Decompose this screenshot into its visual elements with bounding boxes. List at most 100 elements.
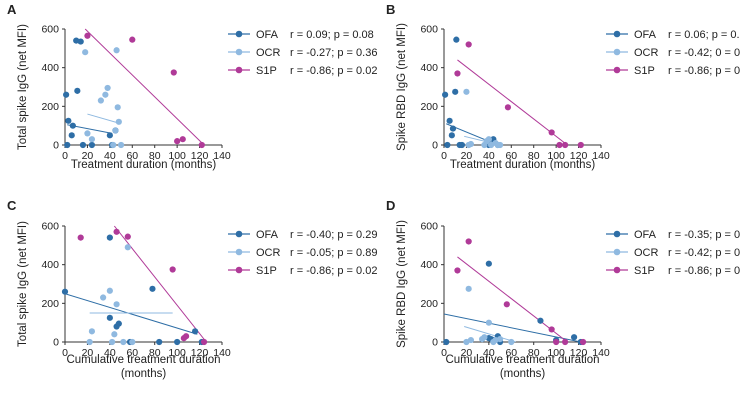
- legend-stat: r = -0.42; 0 = 0.15: [668, 47, 740, 59]
- point-s1p: [84, 32, 91, 39]
- legend-marker-ocr: [235, 248, 243, 256]
- point-ofa: [63, 91, 70, 98]
- x-tick-label: 100: [547, 347, 565, 359]
- point-s1p: [454, 70, 461, 77]
- point-ofa: [174, 338, 181, 346]
- panel-d: D 0 20 40 60 80 100 120 140 0 200 400 600 Spike RBD I…: [386, 198, 740, 380]
- point-s1p: [577, 141, 584, 149]
- point-s1p: [465, 238, 472, 245]
- x-axis-label: Treatment duration (months): [450, 159, 595, 171]
- point-s1p: [579, 338, 587, 346]
- point-s1p: [562, 141, 569, 149]
- x-tick-label: 0: [441, 347, 447, 359]
- legend-stat: r = -0.35; p = 0.35: [668, 229, 740, 241]
- x-axis-label: (months): [121, 368, 167, 380]
- point-s1p: [113, 228, 120, 235]
- point-ofa: [191, 328, 199, 335]
- x-tick-label: 120: [570, 347, 588, 359]
- panel-a: A 0 20 40 60 80 100 120 140 0 200 400 600 Total spike…: [7, 2, 377, 171]
- point-ocr: [508, 338, 515, 346]
- point-ofa: [74, 87, 81, 94]
- point-ocr: [496, 141, 504, 149]
- point-ocr: [481, 334, 488, 341]
- panel-label: D: [386, 198, 395, 213]
- x-axis-label: Cumulative treatment duration: [66, 354, 220, 366]
- legend-name: S1P: [634, 265, 655, 277]
- point-ocr: [109, 338, 116, 346]
- y-axis-label: Total spike IgG (net MFI): [17, 24, 29, 150]
- point-ofa: [446, 117, 453, 124]
- point-ofa: [570, 334, 578, 341]
- point-ofa: [61, 288, 69, 295]
- legend-name: S1P: [634, 65, 655, 77]
- x-axis-label: Cumulative treatment duration: [445, 354, 599, 366]
- x-tick-label: 0: [441, 150, 447, 162]
- point-ocr: [465, 285, 472, 292]
- point-s1p: [562, 338, 569, 346]
- legend-stat: r = -0.86; p = 0.02: [290, 65, 377, 77]
- x-tick-label: 60: [126, 347, 138, 359]
- point-ofa: [537, 317, 544, 324]
- point-ofa: [458, 141, 466, 149]
- point-s1p: [179, 136, 186, 143]
- point-s1p: [124, 233, 131, 240]
- legend-name: OFA: [256, 229, 279, 241]
- panel-label: C: [7, 198, 17, 213]
- x-tick-label: 80: [528, 347, 540, 359]
- point-s1p: [465, 41, 472, 48]
- x-tick-label: 120: [191, 347, 209, 359]
- legend-marker-s1p: [613, 66, 621, 74]
- legend-stat: r = -0.86; p = 0.02: [290, 265, 377, 277]
- fit-line-ofa: [65, 293, 198, 335]
- legend-name: OCR: [634, 247, 659, 259]
- y-tick-label: 400: [420, 62, 438, 74]
- point-ofa: [115, 320, 122, 327]
- legend-stat: r = -0.86; p = 0.02: [668, 65, 740, 77]
- x-tick-label: 120: [191, 150, 209, 162]
- x-tick-label: 140: [213, 347, 231, 359]
- legend-marker-s1p: [235, 66, 243, 74]
- y-tick-label: 400: [41, 62, 59, 74]
- x-tick-label: 80: [149, 347, 161, 359]
- point-ocr: [124, 244, 131, 251]
- point-ocr: [102, 91, 109, 98]
- point-ocr: [97, 97, 104, 104]
- point-s1p: [548, 129, 555, 136]
- point-ofa: [64, 141, 71, 149]
- legend-name: OCR: [256, 47, 281, 59]
- point-ocr: [496, 336, 504, 343]
- legend-name: OCR: [256, 247, 281, 259]
- fit-line-ocr: [464, 326, 516, 342]
- x-tick-label: 60: [505, 150, 517, 162]
- point-ofa: [79, 141, 87, 149]
- point-ocr: [115, 118, 122, 125]
- point-ofa: [106, 132, 113, 139]
- y-tick-label: 0: [432, 140, 438, 152]
- y-axis-label: Spike RBD IgG (net MFI): [396, 220, 408, 348]
- x-tick-label: 140: [213, 150, 231, 162]
- legend-marker-ocr: [235, 48, 243, 56]
- legend-stat: r = 0.09; p = 0.08: [290, 29, 374, 41]
- y-tick-label: 200: [41, 298, 59, 310]
- point-ocr: [485, 319, 492, 326]
- point-ocr: [104, 84, 111, 92]
- x-tick-label: 20: [82, 347, 94, 359]
- point-ofa: [68, 132, 75, 139]
- point-ofa: [444, 141, 451, 149]
- point-s1p: [183, 333, 190, 340]
- legend-name: OFA: [634, 229, 657, 241]
- y-tick-label: 400: [41, 259, 59, 271]
- point-ofa: [485, 260, 492, 267]
- point-ocr: [467, 140, 475, 148]
- y-axis-label: Spike RBD IgG (net MFI): [396, 23, 408, 151]
- point-ofa: [449, 125, 457, 132]
- x-axis-label: Treatment duration (months): [71, 159, 216, 171]
- x-tick-label: 40: [483, 150, 495, 162]
- x-tick-label: 40: [483, 347, 495, 359]
- point-ofa: [69, 122, 76, 129]
- y-tick-label: 200: [420, 298, 438, 310]
- x-tick-label: 40: [104, 150, 116, 162]
- x-tick-label: 20: [461, 347, 473, 359]
- fit-line-s1p: [84, 28, 205, 145]
